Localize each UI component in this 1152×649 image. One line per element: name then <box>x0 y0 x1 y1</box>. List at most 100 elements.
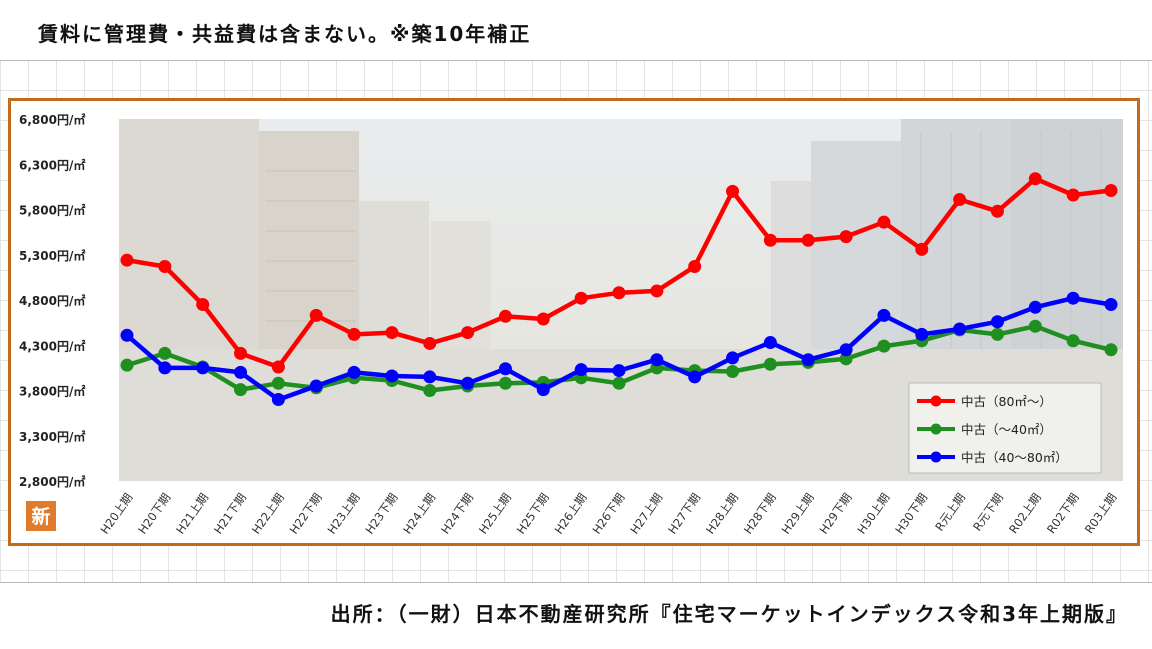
legend-marker <box>930 451 942 463</box>
data-point <box>650 353 664 367</box>
data-point <box>990 315 1004 329</box>
data-point <box>953 193 967 207</box>
data-point <box>763 336 777 350</box>
data-point <box>536 312 550 326</box>
x-tick-label: H21上期 <box>173 491 211 537</box>
x-tick-label: H24下期 <box>438 491 476 537</box>
data-point <box>839 343 853 357</box>
data-point <box>801 233 815 247</box>
x-tick-label: H25下期 <box>514 491 552 537</box>
data-point <box>309 379 323 393</box>
x-tick-label: H30上期 <box>854 491 892 537</box>
data-point <box>271 393 285 407</box>
y-tick-label: 3,800円/㎡ <box>19 384 85 399</box>
legend-marker <box>930 395 942 407</box>
data-point <box>385 369 399 383</box>
data-point <box>574 363 588 377</box>
data-point <box>839 230 853 244</box>
x-tick-label: H25上期 <box>476 491 514 537</box>
legend-label: 中古（40～80㎡） <box>961 450 1068 465</box>
y-tick-label: 6,800円/㎡ <box>19 112 85 127</box>
data-point <box>196 361 210 375</box>
data-point <box>688 370 702 384</box>
data-point <box>726 351 740 365</box>
data-point <box>877 215 891 229</box>
x-tick-label: H21下期 <box>211 491 249 537</box>
data-point <box>990 204 1004 218</box>
data-point <box>158 260 172 274</box>
data-point <box>915 242 929 256</box>
data-point <box>1104 183 1118 197</box>
data-point <box>1104 298 1118 312</box>
data-point <box>120 358 134 372</box>
x-axis: H20上期 H20下期 H21上期 H21下期 H22上期 H22下期 H23上期 H23下期… <box>97 491 1119 537</box>
data-point <box>423 370 437 384</box>
data-point <box>461 326 475 340</box>
series-layer <box>120 172 1118 407</box>
legend-label: 中古（～40㎡） <box>961 422 1052 437</box>
x-tick-label: H20上期 <box>97 491 135 537</box>
x-tick-label: H27上期 <box>627 491 665 537</box>
data-point <box>120 328 134 342</box>
y-tick-label: 4,300円/㎡ <box>19 338 85 353</box>
x-tick-label: H28下期 <box>741 491 779 537</box>
y-tick-label: 6,300円/㎡ <box>19 157 85 172</box>
x-tick-label: R元下期 <box>970 491 1006 534</box>
data-point <box>953 322 967 336</box>
data-point <box>612 376 626 390</box>
data-point <box>347 365 361 379</box>
x-tick-label: H29下期 <box>817 491 855 537</box>
footer-band <box>0 582 1152 649</box>
data-point <box>574 291 588 305</box>
logo-icon: 新 <box>26 501 56 531</box>
x-tick-label: H20下期 <box>135 491 173 537</box>
legend: 中古（80㎡～） 中古（～40㎡） 中古（40～80㎡） <box>908 382 1102 474</box>
data-point <box>650 284 664 298</box>
data-point <box>158 361 172 375</box>
data-point <box>385 326 399 340</box>
data-point <box>877 339 891 353</box>
y-tick-label: 5,800円/㎡ <box>19 203 85 218</box>
data-point <box>309 308 323 322</box>
legend-label: 中古（80㎡～） <box>961 394 1052 409</box>
data-point <box>839 352 853 366</box>
data-point <box>271 376 285 390</box>
y-tick-label: 3,300円/㎡ <box>19 429 85 444</box>
logo-text: 新 <box>31 505 50 528</box>
x-tick-label: H22上期 <box>249 491 287 537</box>
page-title: 賃料に管理費・共益費は含まない。※築10年補正 <box>38 22 532 46</box>
y-axis: 2,800円/㎡ 3,300円/㎡ 3,800円/㎡ 4,300円/㎡ 4,800円/㎡… <box>19 112 85 489</box>
data-point <box>763 357 777 371</box>
data-point <box>423 336 437 350</box>
data-point <box>498 362 512 376</box>
data-point <box>612 286 626 300</box>
x-tick-label: H24上期 <box>400 491 438 537</box>
data-point <box>1066 188 1080 202</box>
x-tick-label: R02上期 <box>1006 491 1044 536</box>
x-tick-label: H26上期 <box>552 491 590 537</box>
data-point <box>158 346 172 360</box>
data-point <box>1066 291 1080 305</box>
y-tick-label: 5,300円/㎡ <box>19 248 85 263</box>
y-tick-label: 4,800円/㎡ <box>19 293 85 308</box>
header-band <box>0 0 1152 61</box>
data-point <box>271 360 285 374</box>
data-point <box>726 184 740 198</box>
data-point <box>877 308 891 322</box>
y-tick-label: 2,800円/㎡ <box>19 474 85 489</box>
x-tick-label: H29上期 <box>779 491 817 537</box>
data-point <box>1066 334 1080 348</box>
data-point <box>801 353 815 367</box>
x-tick-label: R元上期 <box>932 491 968 534</box>
data-point <box>990 327 1004 341</box>
data-point <box>536 383 550 397</box>
data-point <box>763 233 777 247</box>
data-point <box>1028 319 1042 333</box>
data-point <box>915 327 929 341</box>
data-point <box>498 376 512 390</box>
x-tick-label: H23下期 <box>362 491 400 537</box>
data-point <box>1028 172 1042 186</box>
chart-frame: 2,800円/㎡ 3,300円/㎡ 3,800円/㎡ 4,300円/㎡ 4,800円/㎡… <box>8 98 1140 546</box>
line-chart: 2,800円/㎡ 3,300円/㎡ 3,800円/㎡ 4,300円/㎡ 4,800円/㎡… <box>19 112 1123 537</box>
x-tick-label: H22下期 <box>287 491 325 537</box>
